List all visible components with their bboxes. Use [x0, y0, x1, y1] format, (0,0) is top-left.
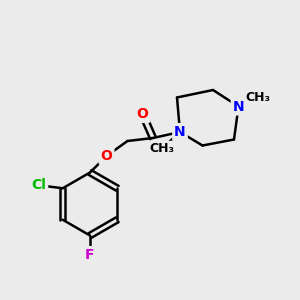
Text: Cl: Cl	[31, 178, 46, 192]
Text: O: O	[100, 149, 112, 163]
Text: O: O	[136, 107, 148, 121]
Text: F: F	[85, 248, 95, 262]
Text: N: N	[233, 100, 244, 113]
Text: N: N	[174, 125, 186, 139]
Text: CH₃: CH₃	[245, 91, 271, 104]
Text: CH₃: CH₃	[149, 142, 175, 155]
